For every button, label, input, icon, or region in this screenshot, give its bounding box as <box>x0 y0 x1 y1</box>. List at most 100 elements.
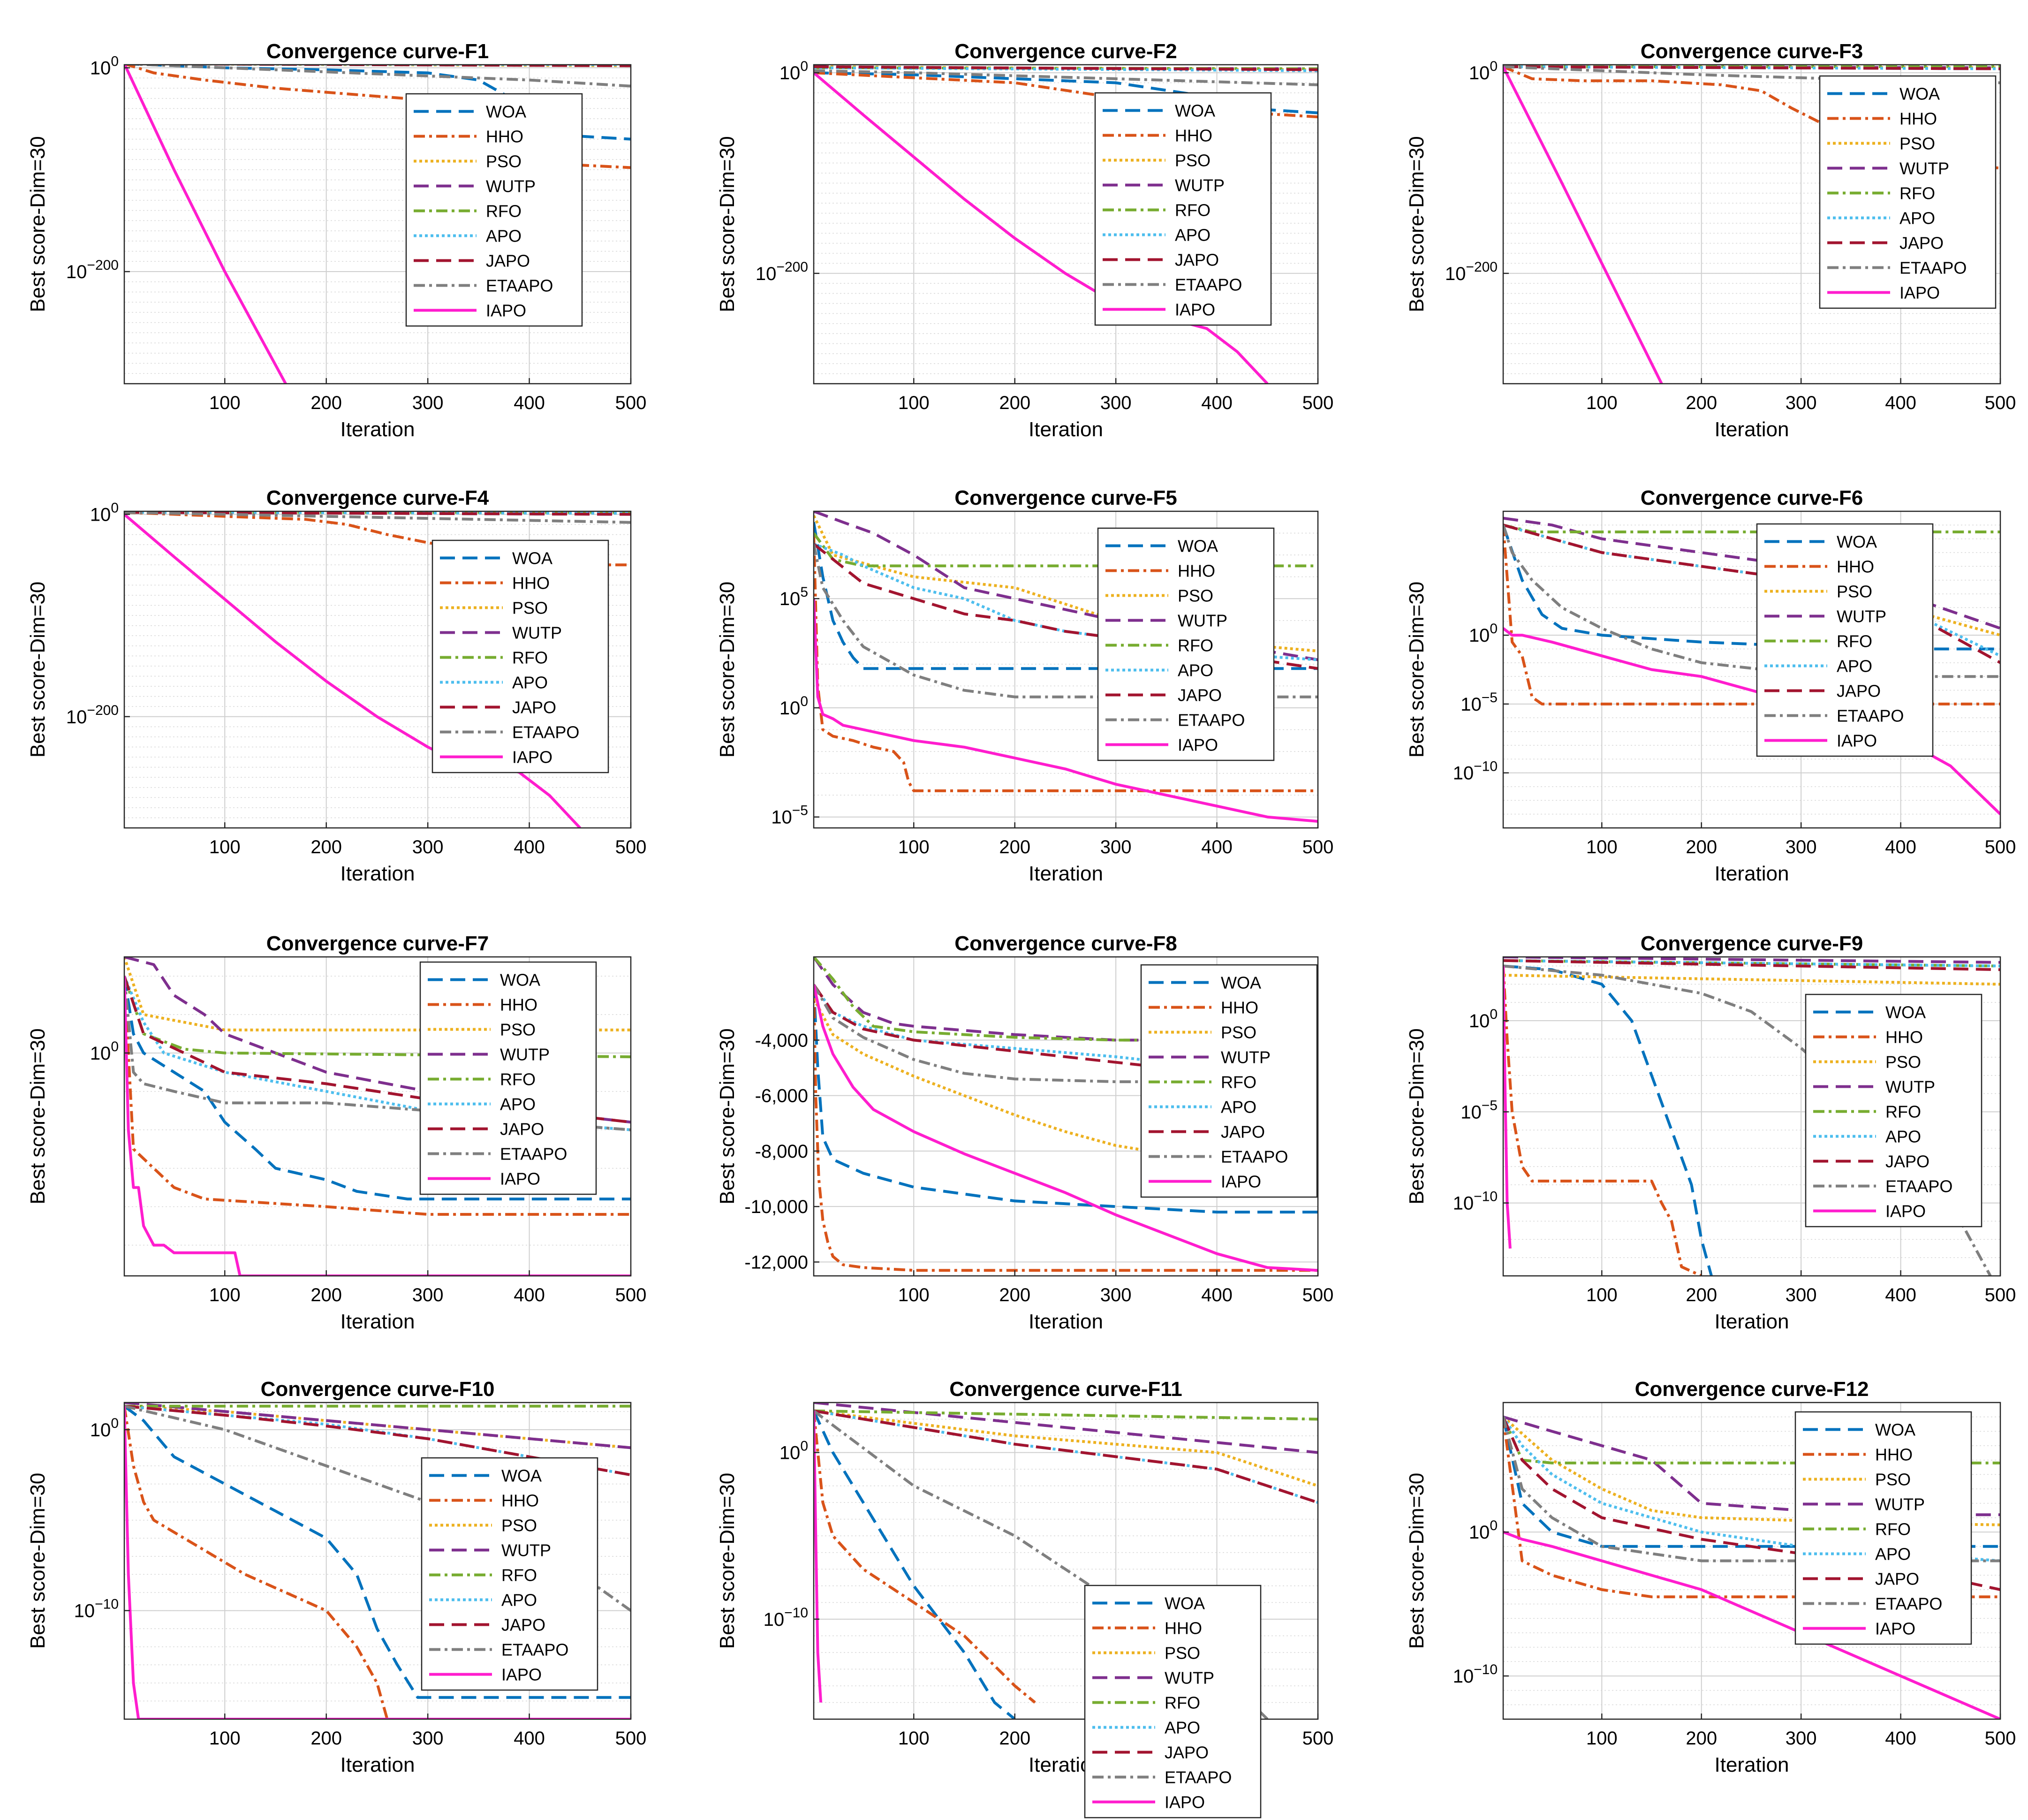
x-tick-label: 400 <box>1201 1285 1233 1305</box>
legend-box <box>1084 1585 1262 1819</box>
series-line-hho <box>814 985 1318 1272</box>
legend-label-apo: APO <box>1165 1718 1200 1737</box>
series-line-wutp <box>1503 1415 2000 1517</box>
legend-label-pso: PSO <box>1221 1023 1256 1042</box>
legend: WOA HHO PSO WUTP RFO APO JAPO ETAAPO IAPO <box>405 93 583 327</box>
chart-title: Convergence curve-F6 <box>1641 486 1863 509</box>
legend-label-apo: APO <box>1899 209 1935 228</box>
chart-title: Convergence curve-F4 <box>266 486 489 509</box>
legend-label-iapo: IAPO <box>1875 1619 1915 1638</box>
legend-label-rfo: RFO <box>500 1070 536 1089</box>
legend-box <box>1819 75 1997 309</box>
legend-label-rfo: RFO <box>1221 1073 1256 1092</box>
x-tick-label: 300 <box>1786 393 1817 413</box>
axes-frame <box>123 1402 632 1720</box>
y-tick-label: -10,000 <box>744 1197 808 1217</box>
legend-label-etaapo: ETAAPO <box>512 723 579 742</box>
legend-label-hho: HHO <box>1178 561 1215 581</box>
legend-label-hho: HHO <box>1875 1445 1913 1464</box>
y-tick-label: -8,000 <box>755 1141 808 1162</box>
legend-label-hho: HHO <box>1175 126 1212 145</box>
series-line-wutp <box>814 511 1318 661</box>
x-tick-label: 300 <box>1786 1728 1817 1749</box>
legend-label-hho: HHO <box>486 127 523 146</box>
legend-label-woa: WOA <box>1837 532 1877 552</box>
legend: WOA HHO PSO WUTP RFO APO JAPO ETAAPO IAPO <box>421 1457 598 1691</box>
y-tick-label: 10−5 <box>1460 690 1498 715</box>
series-line-japo <box>814 65 1318 71</box>
legend: WOA HHO PSO WUTP RFO APO JAPO ETAAPO IAPO <box>1084 1585 1262 1819</box>
y-axis-label: Best score-Dim=30 <box>1405 582 1428 758</box>
y-axis-label: Best score-Dim=30 <box>26 1028 49 1204</box>
y-tick-label: 10−10 <box>74 1597 119 1622</box>
x-tick-label: 500 <box>1302 837 1334 857</box>
legend-label-etaapo: ETAAPO <box>1875 1594 1942 1614</box>
legend-label-wutp: WUTP <box>1165 1668 1214 1688</box>
x-tick-label: 200 <box>1686 837 1717 857</box>
legend-label-woa: WOA <box>1875 1420 1915 1440</box>
series-line-pso <box>814 1409 1318 1487</box>
x-tick-label: 500 <box>615 393 647 413</box>
series-line-apo <box>1503 1416 2000 1562</box>
x-tick-label: 500 <box>1985 393 2016 413</box>
x-tick-label: 500 <box>615 837 647 857</box>
legend-box <box>431 539 609 774</box>
legend-label-pso: PSO <box>1165 1644 1200 1663</box>
series-line-rfo <box>814 1409 1318 1421</box>
y-axis-label: Best score-Dim=30 <box>716 1473 739 1649</box>
legend-label-iapo: IAPO <box>1221 1172 1261 1191</box>
legend: WOA HHO PSO WUTP RFO APO JAPO ETAAPO IAPO <box>1805 993 1983 1228</box>
legend-label-japo: JAPO <box>1165 1743 1209 1762</box>
series-line-woa <box>1503 1417 2000 1548</box>
legend-label-hho: HHO <box>1221 998 1258 1017</box>
legend-label-wutp: WUTP <box>500 1045 550 1064</box>
legend-label-etaapo: ETAAPO <box>1837 706 1904 726</box>
x-tick-label: 500 <box>1302 1285 1334 1305</box>
x-tick-label: 100 <box>1586 393 1618 413</box>
axes-frame <box>813 510 1319 829</box>
x-tick-label: 100 <box>1586 1285 1618 1305</box>
x-tick-label: 100 <box>209 837 241 857</box>
series-line-iapo <box>124 1406 631 1719</box>
series-line-woa <box>814 984 1318 1213</box>
y-tick-label: 100 <box>90 1039 119 1064</box>
legend-label-rfo: RFO <box>512 648 548 667</box>
x-tick-label: 100 <box>1586 837 1618 857</box>
legend-label-hho: HHO <box>1165 1619 1202 1638</box>
legend-label-apo: APO <box>1837 657 1872 676</box>
legend-label-wutp: WUTP <box>1221 1048 1271 1067</box>
series-line-woa <box>814 71 1318 114</box>
y-tick-label: 105 <box>779 584 808 609</box>
series-line-wutp <box>1503 957 2000 964</box>
y-axis-label: Best score-Dim=30 <box>1405 136 1428 312</box>
y-axis-label: Best score-Dim=30 <box>716 1028 739 1204</box>
legend-box <box>1794 1411 1972 1645</box>
x-axis-label: Iteration <box>1715 1310 1789 1333</box>
y-tick-label: 100 <box>90 500 119 525</box>
x-axis-label: Iteration <box>341 862 415 885</box>
x-tick-label: 400 <box>514 393 545 413</box>
series-line-rfo <box>814 532 1318 568</box>
series-group <box>814 65 1318 384</box>
x-tick-label: 200 <box>999 393 1030 413</box>
series-line-iapo <box>124 513 581 828</box>
y-axis-label: Best score-Dim=30 <box>1405 1028 1428 1204</box>
series-line-woa <box>124 1405 631 1699</box>
legend-box <box>1756 523 1934 757</box>
legend-label-woa: WOA <box>1885 1003 1926 1022</box>
x-tick-label: 400 <box>514 1285 545 1305</box>
legend-label-wutp: WUTP <box>1885 1077 1935 1097</box>
x-tick-label: 300 <box>412 1285 444 1305</box>
legend-label-iapo: IAPO <box>1165 1793 1205 1812</box>
y-tick-label: -12,000 <box>744 1252 808 1273</box>
x-tick-label: 200 <box>310 393 342 413</box>
legend-label-japo: JAPO <box>501 1615 545 1635</box>
x-tick-label: 400 <box>1885 837 1916 857</box>
chart-title: Convergence curve-F2 <box>954 40 1177 63</box>
legend: WOA HHO PSO WUTP RFO APO JAPO ETAAPO IAPO <box>419 961 597 1195</box>
y-tick-label: -4,000 <box>755 1030 808 1051</box>
series-line-apo <box>1503 959 2000 968</box>
x-tick-label: 100 <box>898 1728 930 1749</box>
series-line-etaapo <box>124 511 631 524</box>
x-tick-label: 300 <box>412 393 444 413</box>
